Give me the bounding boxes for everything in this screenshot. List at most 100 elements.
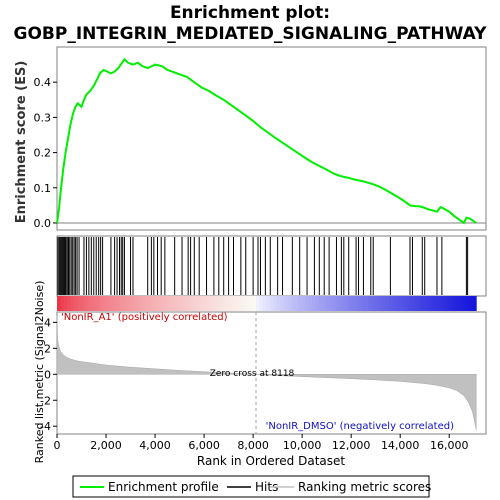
heatbar-segment (200, 296, 205, 311)
es-axis-ticks: 0.0 0.1 0.2 0.3 0.4 (34, 76, 57, 230)
heatbar-segment (193, 296, 198, 311)
heatbar-segment (168, 296, 173, 311)
heatbar-segment (179, 296, 184, 311)
es-tick-label: 0.1 (34, 182, 52, 195)
chart-title-line2: GOBP_INTEGRIN_MEDIATED_SIGNALING_PATHWAY (14, 24, 488, 44)
x-tick-label: 16,000 (430, 439, 469, 452)
heatbar-segment (305, 296, 310, 311)
heatbar-segment (469, 296, 474, 311)
heatbar-segment (228, 296, 233, 311)
heatbar-segment (98, 296, 103, 311)
heatbar-segment (231, 296, 236, 311)
heatbar-segment (196, 296, 201, 311)
heatbar-segment (353, 296, 358, 311)
heatbar-segment (318, 296, 323, 311)
es-tick-label: 0.3 (34, 111, 52, 124)
heatbar-segment (273, 296, 278, 311)
heatbar-segment (270, 296, 275, 311)
heatbar-segment (74, 296, 79, 311)
heatbar-segment (245, 296, 250, 311)
heatbar-segment (395, 296, 400, 311)
heatbar-segment (322, 296, 327, 311)
heatbar-segment (294, 296, 299, 311)
es-tick-label: 0.2 (34, 147, 52, 160)
heatbar-segment (266, 296, 271, 311)
heatbar-segment (67, 296, 72, 311)
heatbar-segment (465, 296, 470, 311)
heatbar-segment (70, 296, 75, 311)
heatbar-segment (350, 296, 355, 311)
hits-series (57, 237, 469, 295)
legend-label-enrichment: Enrichment profile (108, 480, 219, 494)
rank-heatbar (57, 296, 477, 311)
hits-panel-frame (56, 235, 487, 297)
heatbar-segment (214, 296, 219, 311)
heatbar-segment (315, 296, 320, 311)
heatbar-segment (312, 296, 317, 311)
heatbar-segment (91, 296, 96, 311)
heatbar-segment (277, 296, 282, 311)
es-tick-label: 0.4 (34, 76, 52, 89)
chart-title-line1: Enrichment plot: (170, 3, 330, 23)
heatbar-segment (151, 296, 156, 311)
enrichment-profile-series (56, 57, 477, 225)
heatbar-segment (165, 296, 170, 311)
heatbar-segment (144, 296, 149, 311)
heatbar-segment (441, 296, 446, 311)
heatbar-segment (60, 296, 65, 311)
metric-tick-label: 2 (44, 342, 51, 355)
metric-tick-label: 0 (44, 368, 51, 381)
legend-label-hits: Hits (255, 480, 278, 494)
x-axis-label: Rank in Ordered Dataset (197, 454, 345, 468)
heatbar-segment (102, 296, 107, 311)
heatbar-segment (287, 296, 292, 311)
heatbar-segment (364, 296, 369, 311)
enrichment-profile-line (56, 57, 477, 225)
heatbar-segment (455, 296, 460, 311)
heatbar-segment (444, 296, 449, 311)
heatbar-segment (137, 296, 142, 311)
heatbar-segment (140, 296, 145, 311)
es-panel-frame (56, 46, 487, 231)
heatbar-segment (252, 296, 257, 311)
heatbar-segment (378, 296, 383, 311)
heatbar-segment (249, 296, 254, 311)
heatbar-segment (430, 296, 435, 311)
heatbar-segment (186, 296, 191, 311)
heatbar-segment (385, 296, 390, 311)
heatbar-segment (119, 296, 124, 311)
x-tick-label: 12,000 (332, 439, 371, 452)
x-tick-label: 4,000 (139, 439, 171, 452)
x-tick-label: 8,000 (237, 439, 269, 452)
heatbar-segment (256, 296, 261, 311)
heatbar-segment (357, 296, 362, 311)
heatbar-segment (434, 296, 439, 311)
heatbar-segment (130, 296, 135, 311)
metric-tick-label: -2 (40, 394, 51, 407)
heatbar-segment (406, 296, 411, 311)
x-tick-label: 10,000 (283, 439, 322, 452)
heatbar-segment (172, 296, 177, 311)
heatbar-segment (451, 296, 456, 311)
heatbar-segment (112, 296, 117, 311)
heatbar-segment (343, 296, 348, 311)
heatbar-segment (221, 296, 226, 311)
zero-cross-label: Zero cross at 8118 (210, 369, 295, 379)
heatbar-segment (238, 296, 243, 311)
metric-tick-label: 4 (44, 316, 51, 329)
heatbar-segment (462, 296, 467, 311)
heatbar-segment (280, 296, 285, 311)
heatbar-segment (308, 296, 313, 311)
heatbar-segment (325, 296, 330, 311)
heatbar-segment (133, 296, 138, 311)
heatbar-segment (81, 296, 86, 311)
heatbar-segment (346, 296, 351, 311)
heatbar-segment (95, 296, 100, 311)
heatbar-segment (291, 296, 296, 311)
heatbar-segment (416, 296, 421, 311)
heatbar-segment (126, 296, 131, 311)
metric-axis-ticks: 4 2 0 -2 -4 (40, 316, 57, 433)
legend-label-metric: Ranking metric scores (298, 480, 431, 494)
heatbar-segment (332, 296, 337, 311)
